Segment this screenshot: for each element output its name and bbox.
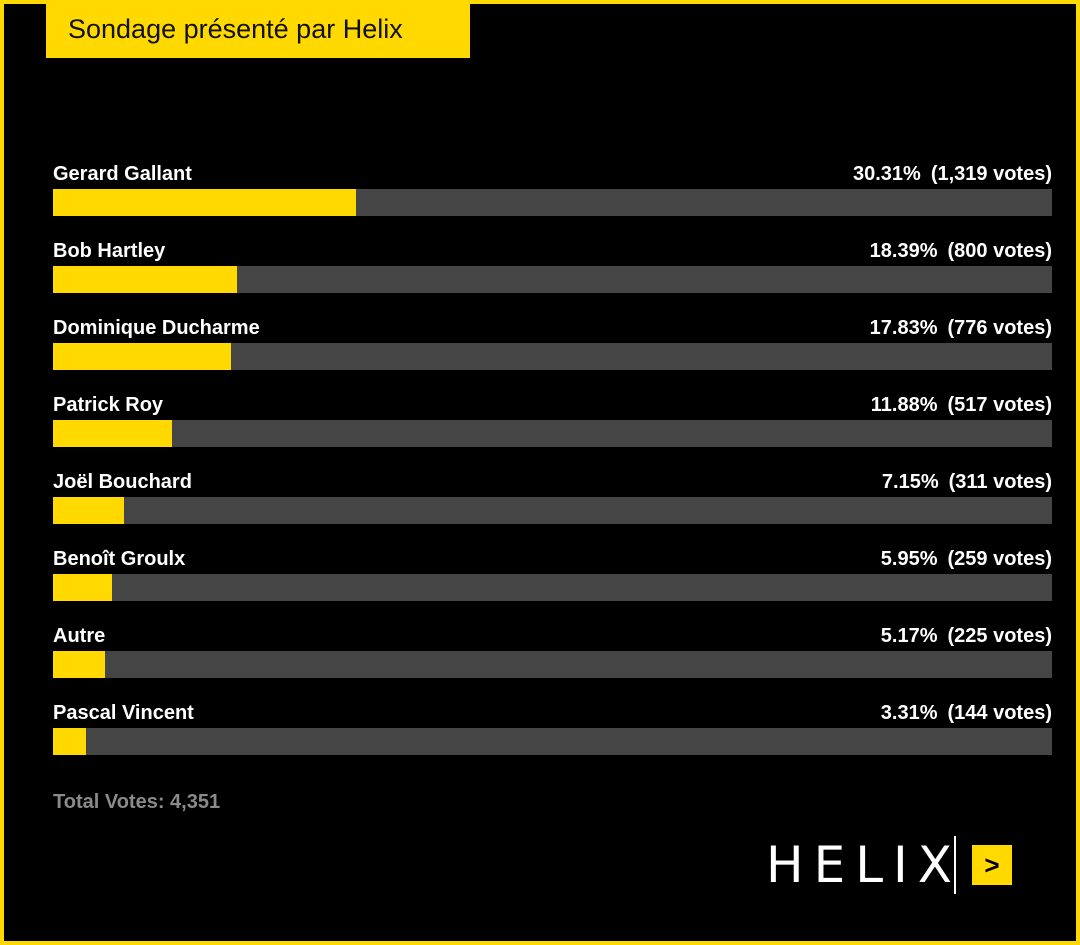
candidate-name: Benoît Groulx [53,548,186,570]
poll-item: Gerard Gallant 30.31% (1,319 votes) [53,160,1052,237]
candidate-result: 3.31% (144 votes) [881,699,1052,727]
candidate-votes: (776 votes) [947,317,1053,339]
helix-logo[interactable]: HELIX > [762,833,1022,897]
candidate-percent: 18.39% [869,240,938,262]
result-bar-fill [53,574,113,601]
candidate-votes: (225 votes) [947,625,1053,647]
result-bar-track [53,497,1052,524]
candidate-result: 17.83% (776 votes) [870,314,1052,342]
result-bar-track [53,420,1052,447]
candidate-name: Autre [53,625,106,647]
poll-title: Sondage présenté par Helix [46,0,470,58]
candidate-result: 5.95% (259 votes) [881,545,1052,573]
poll-item: Autre 5.17% (225 votes) [53,622,1052,699]
candidate-name: Pascal Vincent [53,702,194,724]
result-bar-fill [53,651,105,678]
candidate-result: 30.31% (1,319 votes) [853,160,1052,188]
result-bar-track [53,574,1052,601]
candidate-name: Bob Hartley [53,240,166,262]
result-bar-track [53,189,1052,216]
chevron-right-icon[interactable]: > [972,845,1012,885]
candidate-votes: (259 votes) [947,548,1053,570]
result-bar-track [53,728,1052,755]
poll-item: Bob Hartley 18.39% (800 votes) [53,237,1052,314]
candidate-percent: 3.31% [880,702,938,724]
candidate-percent: 5.17% [880,625,938,647]
result-bar-track [53,266,1052,293]
result-bar-fill [53,728,87,755]
candidate-percent: 11.88% [870,394,938,416]
candidate-result: 5.17% (225 votes) [881,622,1052,650]
result-bar-track [53,651,1052,678]
candidate-percent: 17.83% [869,317,938,339]
candidate-name: Gerard Gallant [53,163,192,185]
helix-wordmark: HELIX [766,836,963,894]
result-bar-track [53,343,1052,370]
candidate-votes: (517 votes) [947,394,1053,416]
result-bar-fill [53,497,125,524]
result-bar-fill [53,343,232,370]
candidate-votes: (144 votes) [947,702,1053,724]
candidate-name: Dominique Ducharme [53,317,260,339]
poll-item: Dominique Ducharme 17.83% (776 votes) [53,314,1052,391]
logo-divider [954,836,956,894]
poll-item: Benoît Groulx 5.95% (259 votes) [53,545,1052,622]
result-bar-fill [53,420,172,447]
poll-item: Pascal Vincent 3.31% (144 votes) [53,699,1052,776]
candidate-votes: (1,319 votes) [930,163,1052,185]
candidate-votes: (800 votes) [947,240,1053,262]
candidate-name: Joël Bouchard [53,471,192,493]
candidate-percent: 5.95% [880,548,938,570]
candidate-percent: 30.31% [852,163,921,185]
candidate-result: 7.15% (311 votes) [882,468,1052,496]
candidate-votes: (311 votes) [948,471,1052,493]
total-votes: Total Votes: 4,351 [53,791,221,813]
candidate-result: 18.39% (800 votes) [870,237,1052,265]
candidate-name: Patrick Roy [53,394,164,416]
poll-item: Joël Bouchard 7.15% (311 votes) [53,468,1052,545]
result-bar-fill [53,189,356,216]
candidate-result: 11.88% (517 votes) [871,391,1052,419]
candidate-percent: 7.15% [881,471,939,493]
poll-item: Patrick Roy 11.88% (517 votes) [53,391,1052,468]
result-bar-fill [53,266,237,293]
poll-results-list: Gerard Gallant 30.31% (1,319 votes) Bob H… [53,160,1052,776]
